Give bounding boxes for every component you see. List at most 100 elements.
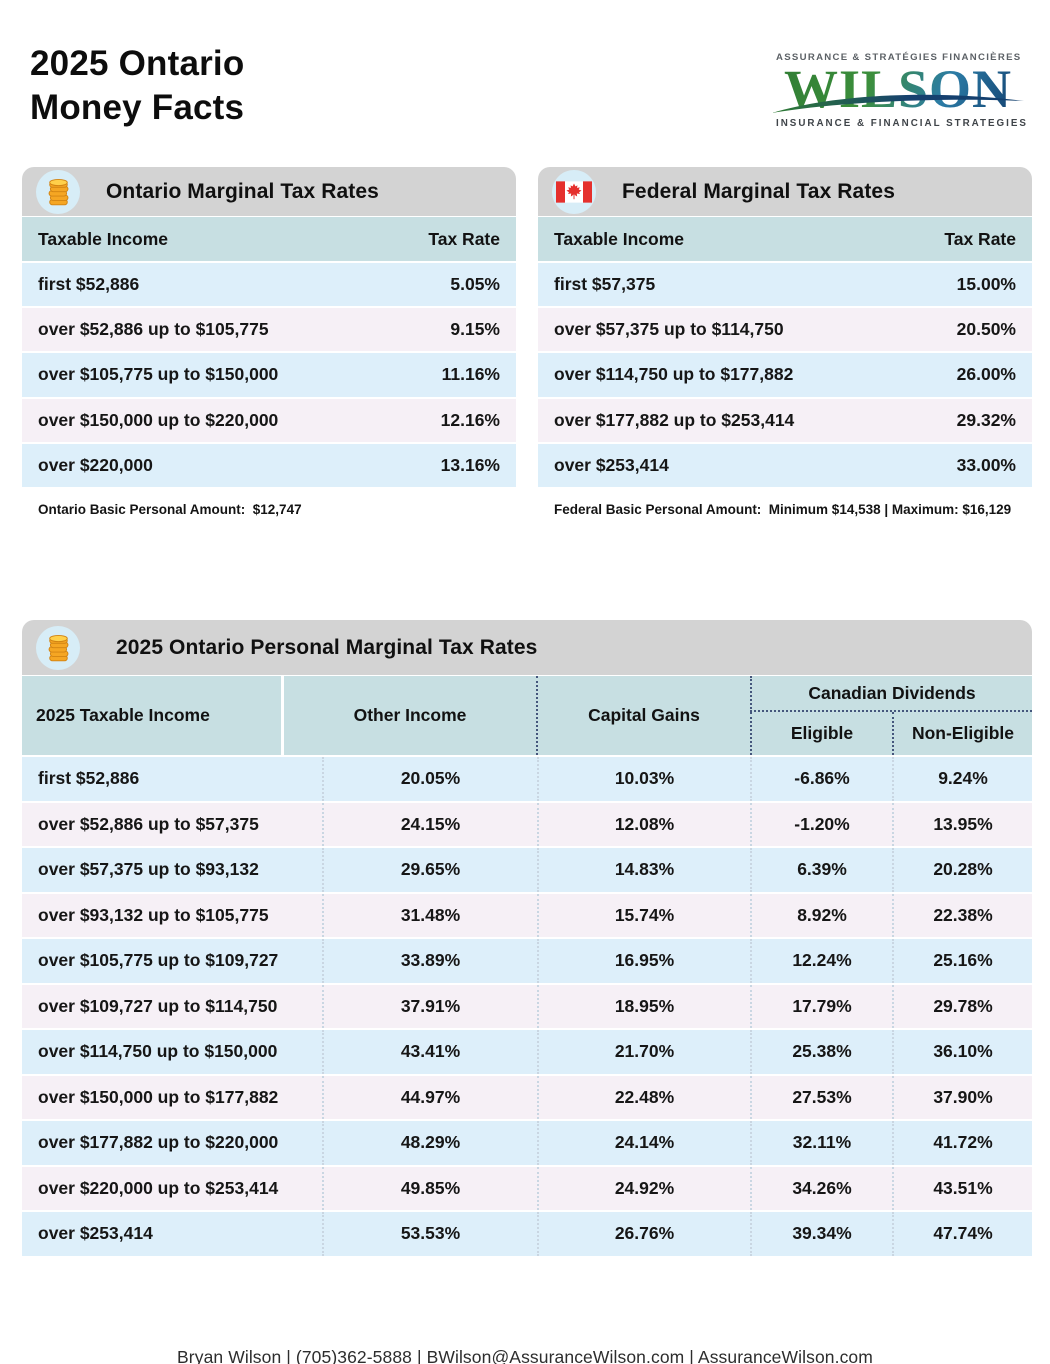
income-cell: first $57,375 [554,274,656,295]
income-cell: over $150,000 up to $177,882 [38,1086,279,1107]
footer-contact: Bryan Wilson | (705)362-5888 | BWilson@A… [177,1347,873,1364]
eligible-cell: 34.26% [750,1166,892,1210]
page-title-line2: Money Facts [30,88,245,128]
table-row: over $57,375 up to $93,132 29.65% 14.83% 6.… [22,848,1032,894]
table-row: over $150,000 up to $220,000 12.16% [22,398,516,444]
federal-marginal-tax-table: Federal Marginal Tax Rates Taxable Incom… [538,167,1032,517]
rate-cell: 15.00% [956,274,1016,295]
personal-table-rows: first $52,886 20.05% 10.03% -6.86% 9.24% over… [22,757,1032,1258]
table-row: over $150,000 up to $177,882 44.97% 22.48%… [22,1075,1032,1121]
income-cell: over $177,882 up to $253,414 [554,409,795,430]
eligible-cell: 8.92% [750,893,892,937]
other-cell: 20.05% [322,757,537,801]
page-title-line1: 2025 Ontario [30,44,245,83]
table-row: over $52,886 up to $57,375 24.15% 12.08% -1… [22,802,1032,848]
table-row: first $52,886 20.05% 10.03% -6.86% 9.24% [22,757,1032,803]
income-cell: first $52,886 [38,274,140,295]
non-eligible-cell: 36.10% [892,1030,1032,1074]
table-row: first $52,886 5.05% [22,263,516,309]
non-eligible-cell: 29.78% [892,984,1032,1028]
personal-table-title: 2025 Ontario Personal Marginal Tax Rates [116,635,538,659]
capital-gains-cell: 18.95% [537,984,750,1028]
capital-gains-cell: 16.95% [537,939,750,983]
ontario-marginal-tax-table: Ontario Marginal Tax Rates Taxable Incom… [22,167,516,517]
income-cell: over $253,414 [554,454,669,475]
non-eligible-cell: 43.51% [892,1166,1032,1210]
logo-wordmark-wrap: WILSON [772,62,1024,116]
capital-gains-cell: 22.48% [537,1075,750,1119]
income-cell: over $93,132 up to $105,775 [38,904,269,925]
column-header-other-income: Other Income [284,676,536,755]
other-cell: 49.85% [322,1166,537,1210]
income-cell: over $109,727 up to $114,750 [38,995,278,1016]
personal-marginal-tax-table: 2025 Ontario Personal Marginal Tax Rates… [22,620,1032,1258]
table-row: over $253,414 33.00% [538,443,1032,489]
non-eligible-cell: 20.28% [892,848,1032,892]
canada-flag-icon [552,169,596,214]
coins-icon [36,169,80,214]
income-cell: over $52,886 up to $57,375 [38,813,259,834]
table-row: over $109,727 up to $114,750 37.91% 18.95%… [22,984,1032,1030]
coins-icon [36,625,80,670]
table-row: over $220,000 13.16% [22,443,516,489]
logo-wordmark: WILSON [776,62,1020,116]
rate-cell: 11.16% [441,364,500,385]
ontario-column-headers: Taxable Income Tax Rate [22,217,516,263]
capital-gains-cell: 21.70% [537,1030,750,1074]
eligible-cell: 27.53% [750,1075,892,1119]
column-header-tax-rate: Tax Rate [428,228,500,249]
rate-cell: 5.05% [450,274,500,295]
other-cell: 29.65% [322,848,537,892]
eligible-cell: -1.20% [750,802,892,846]
income-cell: over $114,750 up to $150,000 [38,1041,278,1062]
non-eligible-cell: 37.90% [892,1075,1032,1119]
table-row: first $57,375 15.00% [538,263,1032,309]
eligible-cell: 39.34% [750,1212,892,1256]
income-cell: over $52,886 up to $105,775 [38,319,269,340]
federal-table-title: Federal Marginal Tax Rates [622,179,895,203]
table-row: over $114,750 up to $150,000 43.41% 21.70%… [22,1030,1032,1076]
eligible-cell: 32.11% [750,1121,892,1165]
non-eligible-cell: 47.74% [892,1212,1032,1256]
table-row: over $93,132 up to $105,775 31.48% 15.74% 8… [22,893,1032,939]
column-header-canadian-dividends: Canadian Dividends [750,676,1032,712]
federal-basic-personal-amount-note: Federal Basic Personal Amount: Minimum $… [554,501,1012,517]
federal-column-headers: Taxable Income Tax Rate [538,217,1032,263]
ontario-table-rows: first $52,886 5.05% over $52,886 up to $10… [22,263,516,489]
personal-table-column-headers: 2025 Taxable Income Other Income Capital… [22,676,1032,757]
eligible-cell: 25.38% [750,1030,892,1074]
rate-cell: 26.00% [956,364,1016,385]
logo-tagline-bottom: INSURANCE & FINANCIAL STRATEGIES [776,118,1028,129]
eligible-cell: -6.86% [750,757,892,801]
non-eligible-cell: 13.95% [892,802,1032,846]
capital-gains-cell: 26.76% [537,1212,750,1256]
income-cell: over $57,375 up to $93,132 [38,859,259,880]
column-header-capital-gains: Capital Gains [536,676,750,755]
capital-gains-cell: 24.14% [537,1121,750,1165]
income-cell: over $220,000 up to $253,414 [38,1177,279,1198]
income-cell: over $105,775 up to $150,000 [38,364,279,385]
table-row: over $57,375 up to $114,750 20.50% [538,308,1032,354]
rate-cell: 13.16% [440,454,500,475]
table-row: over $253,414 53.53% 26.76% 39.34% 47.74% [22,1212,1032,1258]
ontario-table-header: Ontario Marginal Tax Rates [22,167,516,217]
table-row: over $105,775 up to $109,727 33.89% 16.95%… [22,939,1032,985]
wilson-logo: ASSURANCE & STRATÉGIES FINANCIÈRES WILSO… [772,52,1028,129]
non-eligible-cell: 41.72% [892,1121,1032,1165]
column-header-tax-rate: Tax Rate [944,228,1016,249]
personal-table-header: 2025 Ontario Personal Marginal Tax Rates [22,620,1032,676]
capital-gains-cell: 12.08% [537,802,750,846]
rate-cell: 9.15% [450,319,500,340]
ontario-basic-personal-amount-note: Ontario Basic Personal Amount: $12,747 [38,501,302,517]
marginal-rate-tables: Ontario Marginal Tax Rates Taxable Incom… [22,167,1032,517]
rate-cell: 12.16% [440,409,500,430]
column-header-taxable-income: Taxable Income [38,228,169,249]
non-eligible-cell: 9.24% [892,757,1032,801]
rate-cell: 20.50% [956,319,1016,340]
table-row: over $177,882 up to $253,414 29.32% [538,398,1032,444]
column-header-eligible: Eligible [750,712,892,755]
income-cell: over $177,882 up to $220,000 [38,1132,279,1153]
income-cell: over $57,375 up to $114,750 [554,319,784,340]
table-row: over $177,882 up to $220,000 48.29% 24.14%… [22,1121,1032,1167]
